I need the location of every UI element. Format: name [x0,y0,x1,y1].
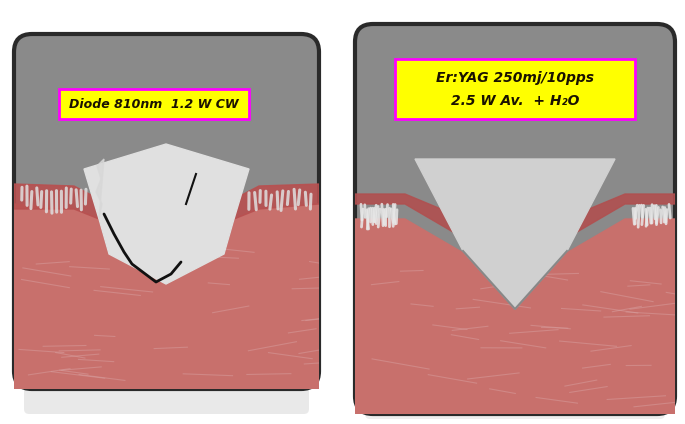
FancyBboxPatch shape [24,386,309,414]
Polygon shape [565,194,675,239]
FancyBboxPatch shape [365,404,665,419]
Polygon shape [96,159,104,219]
Text: 2.5 W Av.  + H₂O: 2.5 W Av. + H₂O [451,94,580,108]
Text: Er:YAG 250mj/10pps: Er:YAG 250mj/10pps [436,71,594,85]
Polygon shape [355,219,675,414]
Text: Diode 810nm  1.2 W CW: Diode 810nm 1.2 W CW [69,98,239,111]
FancyBboxPatch shape [395,59,635,119]
FancyBboxPatch shape [59,89,249,119]
Polygon shape [14,184,109,254]
FancyBboxPatch shape [355,24,675,414]
Polygon shape [355,194,465,239]
FancyBboxPatch shape [14,34,319,389]
Polygon shape [14,204,319,389]
Polygon shape [415,159,615,309]
Polygon shape [224,184,319,254]
Polygon shape [84,144,249,284]
